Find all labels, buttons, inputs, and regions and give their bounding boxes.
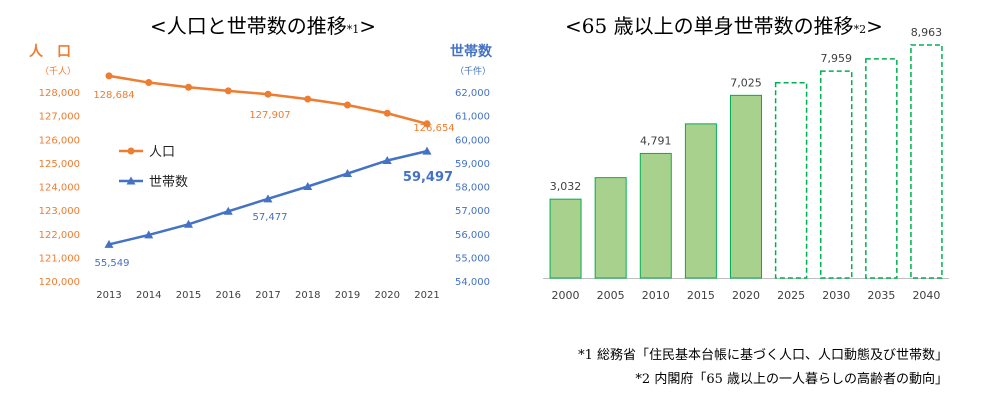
projected-bar xyxy=(774,81,808,279)
right-y-tick-label: 60,000 xyxy=(455,135,490,146)
right-y-tick-label: 54,000 xyxy=(455,277,490,288)
bar-x-tick-label: 2040 xyxy=(912,289,940,302)
left-x-tick-label: 2021 xyxy=(414,290,439,301)
households-data-label: 57,477 xyxy=(253,212,288,223)
right-y-tick-label: 62,000 xyxy=(455,88,490,99)
legend-population-label: 人口 xyxy=(149,145,175,160)
population-marker xyxy=(224,87,232,95)
left-y-tick-label: 121,000 xyxy=(39,253,80,264)
households-marker xyxy=(184,219,193,228)
households-data-label: 59,497 xyxy=(403,170,453,185)
right-chart-title: <65 歳以上の単身世帯数の推移*2> xyxy=(565,10,883,39)
left-y-tick-label: 126,000 xyxy=(39,135,80,146)
bar xyxy=(684,123,717,279)
projected-bar xyxy=(865,58,898,279)
left-axis-unit: （千人） xyxy=(40,66,76,77)
left-x-tick-label: 2016 xyxy=(216,290,241,301)
population-data-label: 126,654 xyxy=(413,123,454,134)
left-x-tick-label: 2015 xyxy=(176,290,201,301)
households-marker xyxy=(144,230,154,239)
population-marker xyxy=(304,95,312,103)
households-data-label: 55,549 xyxy=(95,258,130,269)
left-y-tick-label: 120,000 xyxy=(39,277,80,288)
left-chart-title: <人口と世帯数の推移*1> xyxy=(150,10,376,39)
bar-data-label: 7,025 xyxy=(730,76,762,89)
population-marker xyxy=(383,109,391,117)
bar xyxy=(639,152,672,279)
population-data-label: 128,684 xyxy=(93,90,134,101)
households-marker xyxy=(263,194,273,203)
population-marker xyxy=(185,83,192,91)
left-y-tick-label: 127,000 xyxy=(39,112,80,123)
bar-data-label: 7,959 xyxy=(820,52,852,65)
left-y-tick-label: 128,000 xyxy=(39,88,80,99)
right-title-text: <65 歳以上の単身世帯数の推移 xyxy=(565,14,854,38)
population-marker xyxy=(105,72,113,80)
projected-bar xyxy=(910,44,943,279)
households-marker xyxy=(382,156,392,165)
population-data-label: 127,907 xyxy=(249,110,290,121)
bar-x-tick-label: 2020 xyxy=(732,289,760,302)
left-x-tick-label: 2018 xyxy=(295,290,320,301)
left-title-mark: *1 xyxy=(346,23,360,36)
right-axis-label: 世帯数 xyxy=(450,43,493,60)
left-y-tick-label: 124,000 xyxy=(39,183,80,194)
households-marker xyxy=(223,206,233,215)
legend-households-label: 世帯数 xyxy=(149,175,188,190)
left-axis-label: 人 口 xyxy=(29,43,71,60)
bar-data-label: 3,032 xyxy=(550,180,582,193)
households-marker xyxy=(343,169,352,178)
left-title-close: > xyxy=(359,14,377,38)
population-marker xyxy=(344,101,351,109)
households-marker xyxy=(303,182,313,190)
footnote-2: *2 内閣府「65 歳以上の一人暮らしの高齢者の動向」 xyxy=(635,372,948,387)
left-x-tick-label: 2017 xyxy=(255,290,280,301)
bar-x-tick-label: 2035 xyxy=(867,289,895,302)
population-marker xyxy=(264,90,272,98)
population-marker xyxy=(423,120,431,128)
left-x-tick-label: 2020 xyxy=(375,290,400,301)
bar-x-tick-label: 2000 xyxy=(552,289,580,302)
right-y-tick-label: 56,000 xyxy=(455,230,490,241)
left-x-tick-label: 2019 xyxy=(335,290,360,301)
projected-bar xyxy=(819,70,853,279)
legend-households-marker xyxy=(126,176,136,185)
population-marker xyxy=(145,79,153,87)
bar-x-tick-label: 2015 xyxy=(687,289,715,302)
bar xyxy=(549,198,582,279)
legend-population-marker xyxy=(127,147,135,155)
right-y-tick-label: 58,000 xyxy=(455,183,490,194)
right-y-tick-label: 59,000 xyxy=(455,159,490,170)
bar-x-tick-label: 2030 xyxy=(822,289,850,302)
bar-x-tick-label: 2025 xyxy=(777,289,805,302)
bar-data-label: 4,791 xyxy=(640,134,672,147)
right-axis-unit: （千件） xyxy=(455,65,491,77)
bar xyxy=(730,94,762,279)
left-title-text: <人口と世帯数の推移 xyxy=(150,14,347,38)
left-y-tick-label: 123,000 xyxy=(39,206,80,217)
footnote-1: *1 総務省「住民基本台帳に基づく人口、人口動態及び世帯数」 xyxy=(578,348,948,363)
bar-data-label: 8,963 xyxy=(911,26,943,39)
bar-x-tick-label: 2010 xyxy=(642,289,670,302)
households-marker xyxy=(104,239,114,248)
right-title-close: > xyxy=(866,14,883,38)
households-marker xyxy=(422,146,432,155)
right-title-mark: *2 xyxy=(853,23,867,36)
right-y-tick-label: 57,000 xyxy=(455,206,490,217)
left-x-tick-label: 2014 xyxy=(136,290,161,301)
left-y-tick-label: 125,000 xyxy=(39,159,80,170)
right-y-tick-label: 61,000 xyxy=(455,112,490,123)
bar xyxy=(594,177,627,279)
left-y-tick-label: 122,000 xyxy=(39,230,80,241)
right-y-tick-label: 55,000 xyxy=(455,253,490,264)
left-x-tick-label: 2013 xyxy=(96,290,121,301)
bar-x-tick-label: 2005 xyxy=(597,289,625,302)
